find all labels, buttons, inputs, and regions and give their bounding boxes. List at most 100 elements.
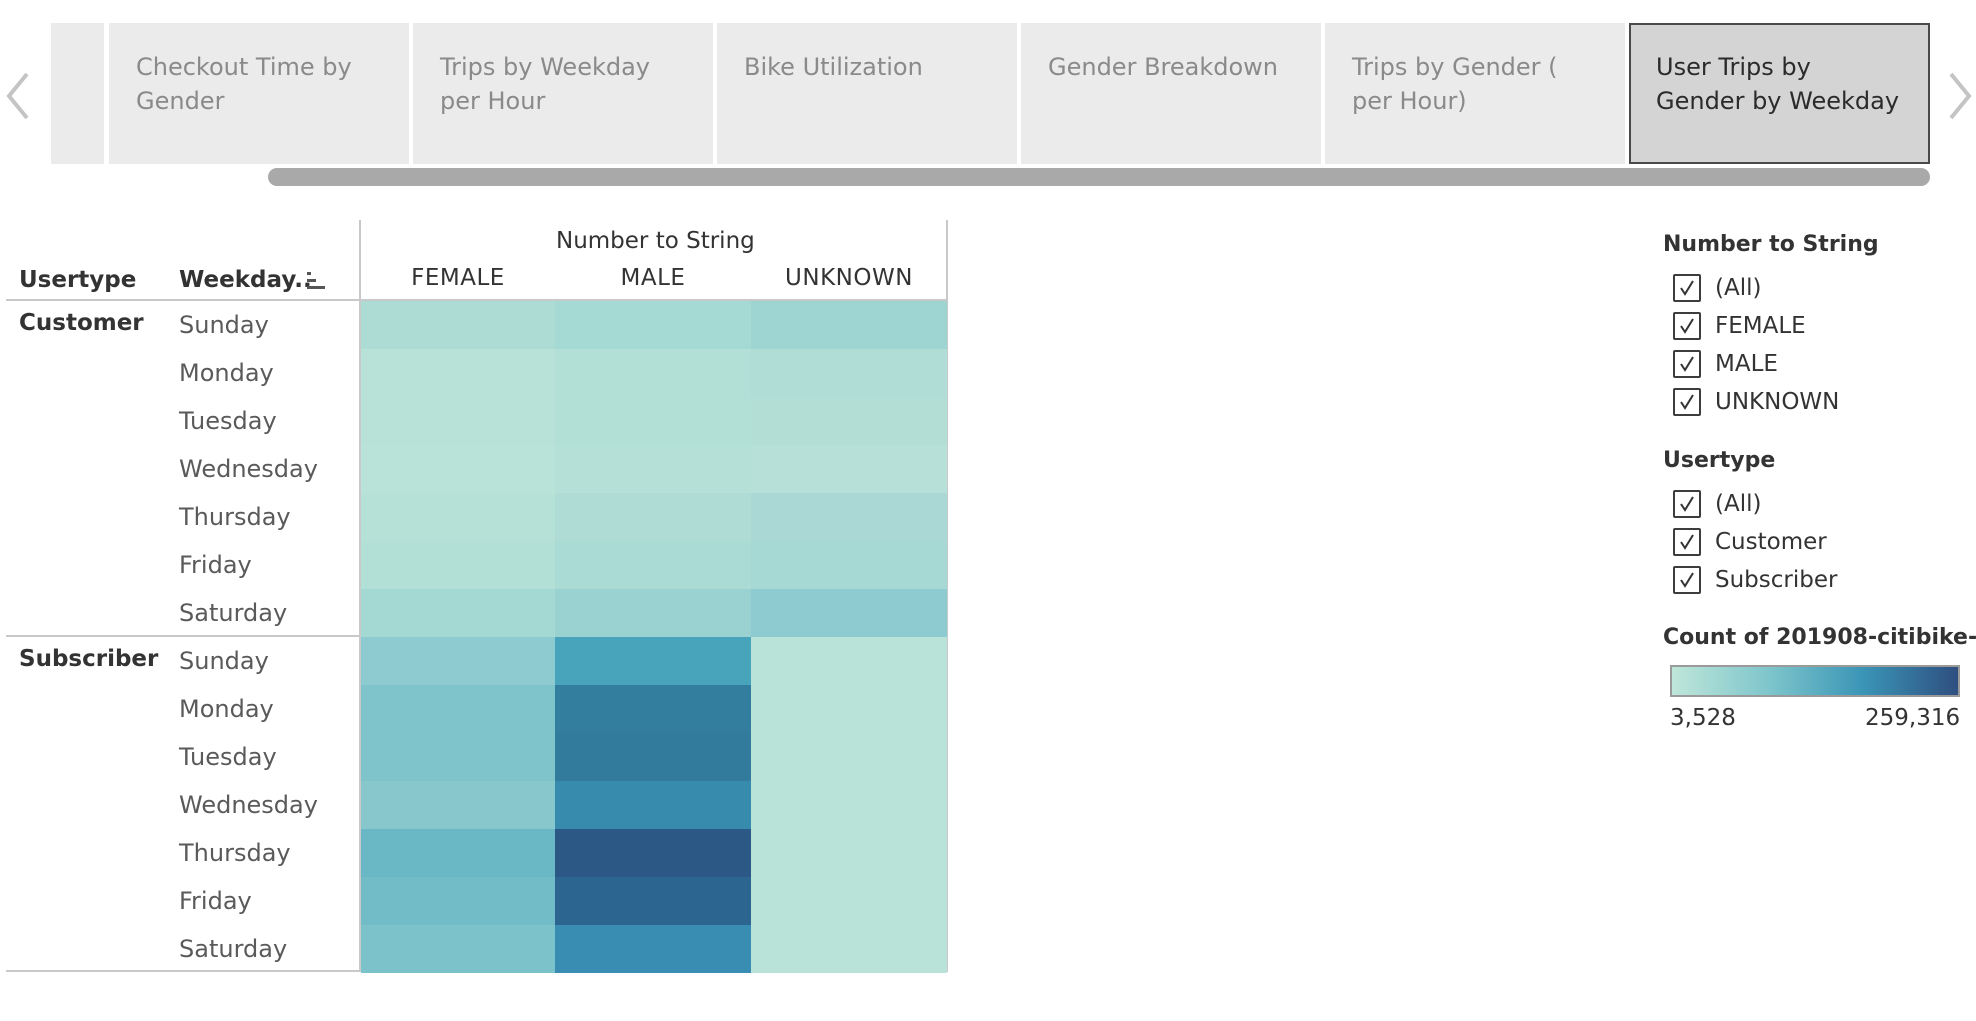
row-label-day: Thursday <box>179 503 291 531</box>
tab-trips-by-gender-per-hour[interactable]: Trips by Gender ( per Hour) <box>1325 23 1625 164</box>
heatmap-cell[interactable] <box>555 829 751 877</box>
heatmap-cell[interactable] <box>361 781 557 829</box>
heatmap-cell[interactable] <box>555 781 751 829</box>
column-header-unknown: UNKNOWN <box>785 265 913 291</box>
heatmap-cell[interactable] <box>361 493 557 541</box>
chevron-right-icon[interactable] <box>1942 68 1976 124</box>
filter-item-customer[interactable]: Customer <box>1673 526 1827 558</box>
heatmap-cell[interactable] <box>555 925 751 973</box>
tab-partial[interactable] <box>51 23 104 164</box>
filter-item-all[interactable]: (All) <box>1673 272 1761 304</box>
checkbox-checked-icon[interactable] <box>1673 350 1701 378</box>
heatmap-cell[interactable] <box>555 349 751 397</box>
filter-item-label: (All) <box>1715 275 1762 301</box>
row-label-day: Monday <box>179 359 274 387</box>
tab-label: Checkout Time by Gender <box>136 53 352 115</box>
divider <box>359 220 361 970</box>
checkbox-checked-icon[interactable] <box>1673 312 1701 340</box>
weekday-header[interactable]: Weekday.. <box>179 267 312 293</box>
heatmap-cell[interactable] <box>751 445 947 493</box>
heatmap-cell[interactable] <box>361 589 557 637</box>
chevron-left-icon[interactable] <box>0 68 36 124</box>
row-label-day: Saturday <box>179 935 288 963</box>
heatmap-cell[interactable] <box>751 925 947 973</box>
heatmap-cell[interactable] <box>751 685 947 733</box>
filter-item-label: Customer <box>1715 529 1827 555</box>
heatmap-cell[interactable] <box>555 541 751 589</box>
heatmap-cell[interactable] <box>361 541 557 589</box>
heatmap-cell[interactable] <box>361 925 557 973</box>
heatmap-cell[interactable] <box>751 877 947 925</box>
checkbox-checked-icon[interactable] <box>1673 490 1701 518</box>
divider <box>6 299 948 301</box>
filter-title-number-to-string: Number to String <box>1663 232 1879 257</box>
filter-item-label: Subscriber <box>1715 567 1838 593</box>
legend-title: Count of 201908-citibike-.. <box>1663 625 1976 650</box>
heatmap-cell[interactable] <box>555 493 751 541</box>
row-label-day: Friday <box>179 551 252 579</box>
heatmap-cell[interactable] <box>361 877 557 925</box>
checkbox-checked-icon[interactable] <box>1673 274 1701 302</box>
heatmap-cell[interactable] <box>751 589 947 637</box>
tab-bike-utilization[interactable]: Bike Utilization <box>717 23 1017 164</box>
heatmap-cell[interactable] <box>361 829 557 877</box>
row-label-day: Tuesday <box>179 407 277 435</box>
checkbox-checked-icon[interactable] <box>1673 528 1701 556</box>
tab-checkout-time-by-gender[interactable]: Checkout Time by Gender <box>109 23 409 164</box>
tab-label: Bike Utilization <box>744 53 923 81</box>
heatmap-cell[interactable] <box>555 733 751 781</box>
heatmap-cell[interactable] <box>751 349 947 397</box>
row-label-day: Wednesday <box>179 791 318 819</box>
row-label-day: Tuesday <box>179 743 277 771</box>
heatmap-cell[interactable] <box>555 589 751 637</box>
heatmap-cell[interactable] <box>555 397 751 445</box>
heatmap-cell[interactable] <box>555 877 751 925</box>
filter-item-label: FEMALE <box>1715 313 1806 339</box>
usertype-header: Usertype <box>19 267 137 293</box>
column-header-female: FEMALE <box>411 265 505 291</box>
heatmap-cell[interactable] <box>361 685 557 733</box>
row-label-day: Friday <box>179 887 252 915</box>
heatmap-cell[interactable] <box>751 541 947 589</box>
heatmap-cell[interactable] <box>751 493 947 541</box>
tab-user-trips-by-gender-by-weekday[interactable]: User Trips by Gender by Weekday <box>1629 23 1930 164</box>
tab-scrollbar[interactable] <box>268 168 1930 186</box>
filter-item-unknown[interactable]: UNKNOWN <box>1673 386 1839 418</box>
heatmap-cell[interactable] <box>555 445 751 493</box>
filter-item-male[interactable]: MALE <box>1673 348 1778 380</box>
tab-trips-by-weekday-per-hour[interactable]: Trips by Weekday per Hour <box>413 23 713 164</box>
sort-icon[interactable] <box>306 271 326 291</box>
tab-label: Trips by Gender ( per Hour) <box>1352 53 1558 115</box>
tab-label: User Trips by Gender by Weekday <box>1656 53 1900 115</box>
filter-item-label: UNKNOWN <box>1715 389 1840 415</box>
group-label-subscriber: Subscriber <box>19 646 159 672</box>
filter-item-all[interactable]: (All) <box>1673 488 1761 520</box>
filter-item-female[interactable]: FEMALE <box>1673 310 1806 342</box>
row-label-day: Sunday <box>179 311 269 339</box>
filter-item-subscriber[interactable]: Subscriber <box>1673 564 1837 596</box>
row-label-day: Sunday <box>179 647 269 675</box>
heatmap-cell[interactable] <box>751 829 947 877</box>
heatmap-cell[interactable] <box>751 781 947 829</box>
divider <box>946 220 948 970</box>
tab-gender-breakdown[interactable]: Gender Breakdown <box>1021 23 1321 164</box>
filter-item-label: MALE <box>1715 351 1778 377</box>
heatmap-cell[interactable] <box>555 637 751 685</box>
heatmap-cell[interactable] <box>751 397 947 445</box>
checkbox-checked-icon[interactable] <box>1673 388 1701 416</box>
heatmap-cell[interactable] <box>555 301 751 349</box>
row-label-day: Thursday <box>179 839 291 867</box>
checkbox-checked-icon[interactable] <box>1673 566 1701 594</box>
heatmap-cell[interactable] <box>361 397 557 445</box>
heatmap-cell[interactable] <box>361 733 557 781</box>
heatmap-cell[interactable] <box>361 349 557 397</box>
heatmap-cell[interactable] <box>555 685 751 733</box>
heatmap-cell[interactable] <box>361 301 557 349</box>
heatmap-cell[interactable] <box>751 637 947 685</box>
tab-label: Trips by Weekday per Hour <box>440 53 650 115</box>
row-label-day: Monday <box>179 695 274 723</box>
heatmap-cell[interactable] <box>751 733 947 781</box>
heatmap-cell[interactable] <box>361 445 557 493</box>
heatmap-cell[interactable] <box>361 637 557 685</box>
heatmap-cell[interactable] <box>751 301 947 349</box>
